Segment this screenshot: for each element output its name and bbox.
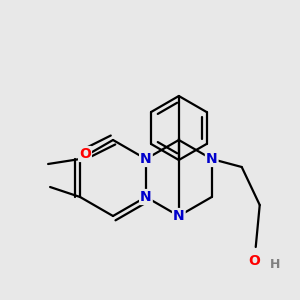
Text: H: H [270, 259, 280, 272]
Text: N: N [140, 152, 152, 166]
Text: N: N [173, 209, 184, 223]
Text: N: N [140, 190, 152, 204]
Text: O: O [79, 147, 91, 161]
Text: N: N [206, 152, 218, 166]
Text: O: O [248, 254, 260, 268]
